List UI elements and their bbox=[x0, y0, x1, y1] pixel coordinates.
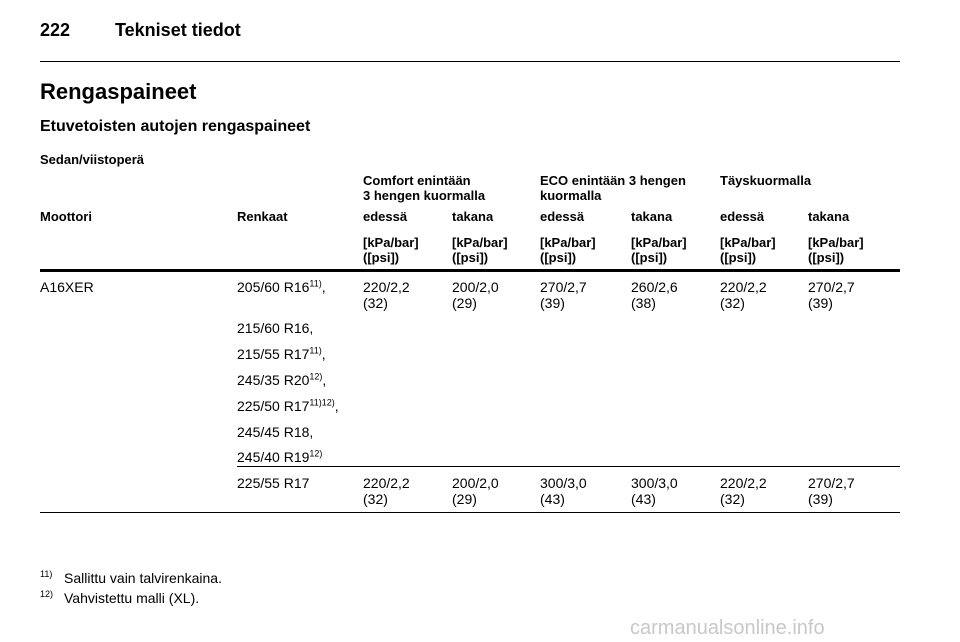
pressure-value: 220/2,2 bbox=[720, 475, 767, 491]
column-header: takana bbox=[452, 209, 494, 224]
unit-label: ([psi]) bbox=[808, 250, 845, 265]
tire-suffix: , bbox=[334, 398, 339, 414]
pressure-value: 260/2,6 bbox=[631, 279, 678, 295]
pressure-value: (39) bbox=[808, 491, 833, 507]
tire-text: 225/55 R17 bbox=[237, 475, 310, 491]
tire-text: 215/60 R16, bbox=[237, 320, 314, 336]
unit-label: ([psi]) bbox=[720, 250, 757, 265]
tire-size: 245/35 R2012), bbox=[237, 372, 326, 388]
watermark: carmanualsonline.info bbox=[630, 617, 825, 639]
unit-label: [kPa/bar] bbox=[452, 235, 508, 250]
group-header: Täyskuormalla bbox=[720, 173, 812, 188]
unit-label: [kPa/bar] bbox=[808, 235, 864, 250]
pressure-value: 300/3,0 bbox=[631, 475, 678, 491]
pressure-value: (38) bbox=[631, 295, 656, 311]
column-header: edessä bbox=[363, 209, 408, 224]
footnote-marker: 12) bbox=[40, 589, 54, 599]
tire-text: 205/60 R16 bbox=[237, 279, 310, 295]
column-header: takana bbox=[808, 209, 850, 224]
tire-text: 245/35 R20 bbox=[237, 372, 310, 388]
tire-size: 215/55 R1711), bbox=[237, 346, 326, 362]
unit-label: [kPa/bar] bbox=[363, 235, 419, 250]
unit-label: ([psi]) bbox=[631, 250, 668, 265]
unit-label: [kPa/bar] bbox=[720, 235, 776, 250]
footnote-ref: 11)12) bbox=[309, 397, 335, 408]
pressure-value: 200/2,0 bbox=[452, 475, 499, 491]
subheading: Etuvetoisten autojen rengaspaineet bbox=[40, 118, 311, 135]
tire-size: 205/60 R1611), bbox=[237, 279, 326, 295]
unit-label: [kPa/bar] bbox=[540, 235, 596, 250]
tire-suffix: , bbox=[321, 279, 326, 295]
pressure-value: (43) bbox=[540, 491, 565, 507]
tire-size: 225/50 R1711)12), bbox=[237, 398, 339, 414]
column-header: takana bbox=[631, 209, 673, 224]
column-header: Renkaat bbox=[237, 209, 288, 224]
tire-size: 215/60 R16, bbox=[237, 320, 313, 336]
footnote-ref: 11) bbox=[309, 345, 322, 356]
pressure-value: (29) bbox=[452, 491, 477, 507]
tire-text: 215/55 R17 bbox=[237, 346, 310, 362]
footnote-text: Sallittu vain talvirenkaina. bbox=[64, 570, 222, 586]
pressure-value: 270/2,7 bbox=[808, 475, 855, 491]
pressure-value: 300/3,0 bbox=[540, 475, 587, 491]
tire-suffix: , bbox=[321, 346, 326, 362]
footnote-ref: 12) bbox=[309, 371, 323, 382]
page-number: 222 bbox=[40, 20, 71, 40]
pressure-value: (32) bbox=[720, 491, 745, 507]
table-end-rule bbox=[40, 512, 900, 513]
footnote-text: Vahvistettu malli (XL). bbox=[64, 590, 200, 606]
unit-label: [kPa/bar] bbox=[631, 235, 687, 250]
tire-text: 225/50 R17 bbox=[237, 398, 310, 414]
pressure-value: (32) bbox=[363, 491, 388, 507]
unit-label: ([psi]) bbox=[452, 250, 489, 265]
unit-label: ([psi]) bbox=[363, 250, 400, 265]
tire-text: 245/40 R19 bbox=[237, 449, 310, 465]
group-header: Comfort enintään bbox=[363, 173, 471, 188]
tire-suffix: , bbox=[322, 372, 327, 388]
section-title: Sedan/viistoperä bbox=[40, 152, 145, 167]
pressure-value: (39) bbox=[808, 295, 833, 311]
pressure-value: (39) bbox=[540, 295, 565, 311]
pressure-value: (32) bbox=[720, 295, 745, 311]
pressure-value: (29) bbox=[452, 295, 477, 311]
header-rule bbox=[40, 61, 900, 62]
tire-text: 245/45 R18, bbox=[237, 424, 314, 440]
column-header: Moottori bbox=[40, 209, 92, 224]
footnote-ref: 11) bbox=[309, 278, 322, 289]
pressure-value: 220/2,2 bbox=[363, 475, 410, 491]
pressure-value: 220/2,2 bbox=[363, 279, 410, 295]
heading: Rengaspaineet bbox=[40, 79, 197, 104]
group-header: ECO enintään 3 hengen bbox=[540, 173, 686, 188]
pressure-value: 200/2,0 bbox=[452, 279, 499, 295]
group-header: kuormalla bbox=[540, 188, 602, 203]
footnote-ref: 12) bbox=[309, 448, 323, 459]
pressure-value: 220/2,2 bbox=[720, 279, 767, 295]
pressure-value: 270/2,7 bbox=[540, 279, 587, 295]
column-header: edessä bbox=[540, 209, 585, 224]
tire-size: 225/55 R17 bbox=[237, 475, 309, 491]
row-rule bbox=[237, 466, 900, 467]
pressure-value: (32) bbox=[363, 295, 388, 311]
unit-label: ([psi]) bbox=[540, 250, 577, 265]
header-title: Tekniset tiedot bbox=[115, 20, 241, 40]
header-rule bbox=[40, 269, 900, 272]
footnote-marker: 11) bbox=[40, 569, 53, 579]
engine: A16XER bbox=[40, 279, 94, 295]
pressure-value: 270/2,7 bbox=[808, 279, 855, 295]
tire-size: 245/45 R18, bbox=[237, 424, 313, 440]
pressure-value: (43) bbox=[631, 491, 656, 507]
tire-size: 245/40 R1912) bbox=[237, 449, 322, 465]
group-header: 3 hengen kuormalla bbox=[363, 188, 486, 203]
column-header: edessä bbox=[720, 209, 765, 224]
